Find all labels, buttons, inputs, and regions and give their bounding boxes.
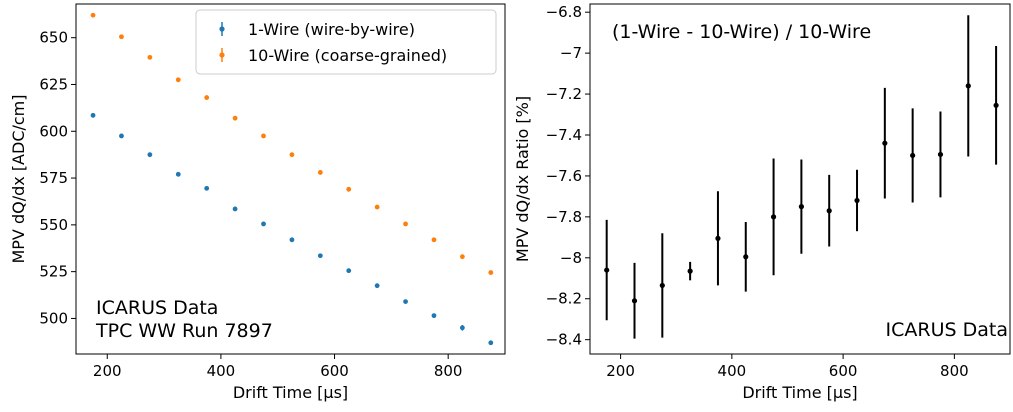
data-point (119, 34, 124, 39)
y-axis-label: MPV dQ/dx Ratio [%] (513, 96, 532, 262)
data-point (204, 186, 209, 191)
data-point (799, 204, 804, 209)
data-point (403, 222, 408, 227)
data-point (261, 222, 266, 227)
data-point (91, 13, 96, 18)
data-point (660, 283, 665, 288)
data-point (176, 77, 181, 82)
y-tick-label: −7.4 (546, 126, 582, 144)
data-point (233, 207, 238, 212)
data-point (882, 141, 887, 146)
data-point (460, 254, 465, 259)
data-point (290, 152, 295, 157)
data-point (375, 205, 380, 210)
x-axis-label: Drift Time [µs] (233, 383, 348, 402)
plot-frame (590, 4, 1010, 354)
y-tick-label: −7.2 (546, 85, 582, 103)
data-point (204, 95, 209, 100)
data-point (938, 152, 943, 157)
data-point (993, 103, 998, 108)
data-point (290, 237, 295, 242)
y-tick-label: −7.8 (546, 208, 582, 226)
data-point (318, 170, 323, 175)
x-tick-label: 600 (320, 362, 349, 380)
x-tick-label: 400 (207, 362, 236, 380)
legend-marker (219, 52, 224, 57)
data-point (688, 269, 693, 274)
data-point (346, 268, 351, 273)
legend-entry: 1-Wire (wire-by-wire) (248, 20, 415, 39)
data-point (632, 298, 637, 303)
y-tick-label: −7.6 (546, 167, 582, 185)
annotation-dataset: ICARUS Data (886, 319, 1008, 341)
data-point (460, 325, 465, 330)
data-point (910, 153, 915, 158)
left-chart-panel: 200 400 600 800 500 525 550 575 600 625 650 Drift T… (9, 4, 505, 402)
y-axis-label: MPV dQ/dx [ADC/cm] (9, 94, 28, 263)
y-tick-label: 550 (39, 216, 68, 234)
series-0 (604, 15, 999, 338)
x-tick-label: 800 (434, 362, 463, 380)
data-point (854, 198, 859, 203)
legend-entry: 10-Wire (coarse-grained) (248, 46, 447, 65)
x-tick-label: 800 (940, 362, 969, 380)
x-tick-label: 200 (606, 362, 635, 380)
data-point (176, 172, 181, 177)
data-point (403, 299, 408, 304)
data-point (966, 83, 971, 88)
annotation-dataset: ICARUS Data (96, 297, 218, 319)
y-tick-label: −8 (560, 249, 582, 267)
x-tick-label: 600 (829, 362, 858, 380)
data-point (346, 187, 351, 192)
data-point (604, 267, 609, 272)
y-tick-label: −7 (560, 44, 582, 62)
y-tick-label: −8.4 (546, 331, 582, 349)
data-point (375, 283, 380, 288)
data-point (771, 214, 776, 219)
data-point (233, 116, 238, 121)
y-tick-label: −8.2 (546, 290, 582, 308)
data-point (261, 134, 266, 139)
y-tick-label: −6.8 (546, 3, 582, 21)
x-tick-label: 400 (718, 362, 747, 380)
data-point (432, 237, 437, 242)
annotation-run: TPC WW Run 7897 (95, 320, 273, 342)
data-point (91, 113, 96, 118)
data-point (318, 253, 323, 258)
data-point (743, 254, 748, 259)
legend-marker (219, 26, 224, 31)
y-tick-label: 525 (39, 263, 68, 281)
data-point (147, 152, 152, 157)
data-point (488, 270, 493, 275)
data-point (119, 134, 124, 139)
data-point (827, 208, 832, 213)
y-tick-label: 625 (39, 75, 68, 93)
chart-title-annotation: (1-Wire - 10-Wire) / 10-Wire (612, 21, 871, 43)
y-tick-label: 600 (39, 122, 68, 140)
y-tick-label: 500 (39, 309, 68, 327)
data-point (715, 236, 720, 241)
x-axis-label: Drift Time [µs] (742, 383, 857, 402)
data-point (432, 313, 437, 318)
data-point (488, 340, 493, 345)
y-tick-label: 575 (39, 169, 68, 187)
y-tick-label: 650 (39, 29, 68, 47)
data-point (147, 55, 152, 60)
x-tick-label: 200 (93, 362, 122, 380)
right-chart-panel: 200 400 600 800 −8.4 −8.2 −8 −7.8 −7.6 −7.4 −7.2 −7… (513, 3, 1010, 402)
